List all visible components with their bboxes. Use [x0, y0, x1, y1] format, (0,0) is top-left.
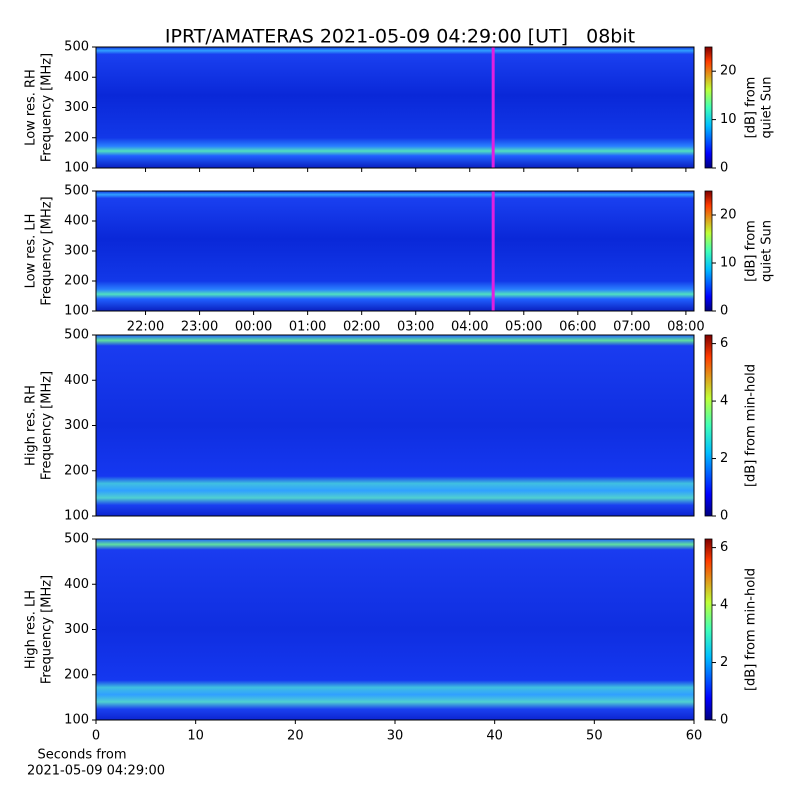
y-axis-label: High res. LH: [24, 590, 39, 669]
colorbar-label: [dB] from min-hold: [744, 568, 759, 691]
colorbar-tick-label: 20: [720, 64, 737, 79]
colorbar-tick-label: 20: [720, 208, 737, 223]
y-tick-label: 300: [64, 622, 89, 637]
x-tick-label: 0: [92, 729, 100, 744]
y-tick-label: 400: [64, 214, 89, 229]
y-tick-label: 400: [64, 70, 89, 85]
colorbar-tick-label: 2: [720, 655, 728, 670]
y-tick-label: 100: [64, 304, 89, 319]
y-tick-label: 300: [64, 244, 89, 259]
x-tick-label: 30: [387, 729, 404, 744]
x-tick-label: 50: [586, 729, 603, 744]
x-tick-label: 07:00: [613, 320, 650, 335]
y-tick-label: 200: [64, 130, 89, 145]
y-tick-label: 100: [64, 509, 89, 524]
colorbar-tick-label: 4: [720, 394, 728, 409]
x-tick-label: 22:00: [127, 320, 164, 335]
y-axis-label: Frequency [MHz]: [40, 371, 55, 480]
y-tick-label: 500: [64, 40, 89, 55]
y-axis-label: Frequency [MHz]: [40, 196, 55, 305]
y-tick-label: 400: [64, 577, 89, 592]
y-tick-label: 300: [64, 100, 89, 115]
x-tick-label: 08:00: [667, 320, 704, 335]
y-axis-label: Frequency [MHz]: [40, 575, 55, 684]
colorbar-tick-label: 2: [720, 451, 728, 466]
colorbar-label: [dB] from: [744, 220, 759, 282]
x-tick-label: 02:00: [343, 320, 380, 335]
x-tick-label: 05:00: [505, 320, 542, 335]
x-axis-label: 2021-05-09 04:29:00: [27, 764, 165, 779]
y-tick-label: 500: [64, 328, 89, 343]
colorbar-label: [dB] from: [744, 77, 759, 139]
colorbar-tick-label: 0: [720, 161, 728, 176]
colorbar-label: quiet Sun: [760, 220, 775, 282]
colorbar-tick-label: 0: [720, 713, 728, 728]
colorbar-tick-label: 4: [720, 598, 728, 613]
y-axis-label: Low res. RH: [24, 69, 39, 146]
y-tick-label: 300: [64, 418, 89, 433]
spectrogram: [96, 539, 694, 720]
y-tick-label: 100: [64, 713, 89, 728]
colorbar-tick-label: 0: [720, 509, 728, 524]
y-axis-label: Low res. LH: [24, 214, 39, 289]
colorbar: [704, 334, 713, 517]
colorbar-label: [dB] from min-hold: [744, 364, 759, 487]
x-tick-label: 60: [686, 729, 703, 744]
spectrogram: [96, 191, 694, 311]
y-tick-label: 500: [64, 184, 89, 199]
x-tick-label: 03:00: [397, 320, 434, 335]
colorbar-label: quiet Sun: [760, 76, 775, 138]
x-tick-label: 06:00: [559, 320, 596, 335]
colorbar-tick-label: 6: [720, 336, 728, 351]
x-tick-label: 01:00: [289, 320, 326, 335]
colorbar-tick-label: 0: [720, 304, 728, 319]
x-tick-label: 10: [187, 729, 204, 744]
x-tick-label: 40: [486, 729, 503, 744]
x-axis-label: Seconds from: [37, 748, 126, 763]
colorbar: [704, 190, 713, 312]
x-tick-label: 00:00: [235, 320, 272, 335]
x-tick-label: 23:00: [181, 320, 218, 335]
colorbar: [704, 538, 713, 721]
colorbar-tick-label: 6: [720, 540, 728, 555]
y-axis-label: High res. RH: [24, 385, 39, 466]
x-tick-label: 04:00: [451, 320, 488, 335]
y-tick-label: 400: [64, 373, 89, 388]
y-tick-label: 200: [64, 667, 89, 682]
colorbar-tick-label: 10: [720, 112, 737, 127]
y-tick-label: 200: [64, 274, 89, 289]
y-tick-label: 100: [64, 161, 89, 176]
colorbar: [704, 46, 713, 169]
colorbar-tick-label: 10: [720, 256, 737, 271]
y-axis-label: Frequency [MHz]: [40, 53, 55, 162]
y-tick-label: 500: [64, 532, 89, 547]
y-tick-label: 200: [64, 463, 89, 478]
spectrogram: [96, 47, 694, 168]
chart-title: IPRT/AMATERAS 2021-05-09 04:29:00 [UT] 0…: [165, 26, 635, 48]
spectrogram: [96, 335, 694, 516]
x-tick-label: 20: [287, 729, 304, 744]
